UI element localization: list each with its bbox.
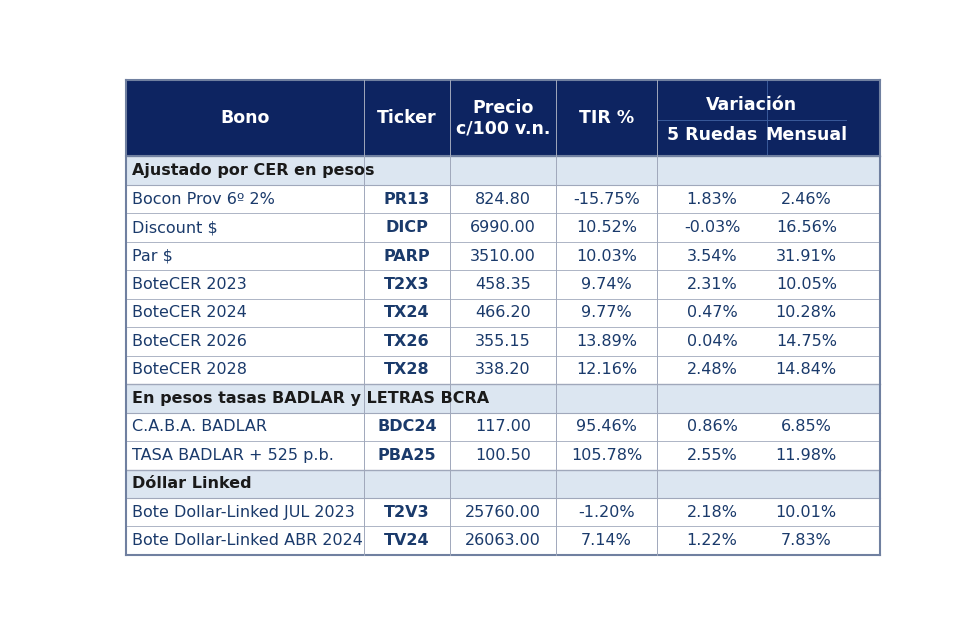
Text: TV24: TV24 (384, 533, 430, 548)
Text: 338.20: 338.20 (475, 362, 531, 377)
Text: 0.47%: 0.47% (687, 306, 738, 321)
Bar (126, 355, 880, 384)
Text: Bono: Bono (220, 109, 270, 127)
Text: 12.16%: 12.16% (576, 362, 637, 377)
Text: 466.20: 466.20 (475, 306, 531, 321)
Text: PBA25: PBA25 (377, 448, 436, 463)
Text: 10.52%: 10.52% (576, 220, 637, 235)
Bar (126, 270, 880, 299)
Text: 26063.00: 26063.00 (466, 533, 541, 548)
Text: 2.55%: 2.55% (687, 448, 738, 463)
Text: 0.04%: 0.04% (687, 334, 738, 349)
Text: 10.03%: 10.03% (576, 248, 637, 264)
Text: Mensual: Mensual (765, 126, 848, 144)
Text: BoteCER 2026: BoteCER 2026 (131, 334, 247, 349)
Text: 3510.00: 3510.00 (470, 248, 536, 264)
Text: TIR %: TIR % (579, 109, 634, 127)
Text: BoteCER 2023: BoteCER 2023 (131, 277, 246, 292)
Text: 6990.00: 6990.00 (470, 220, 536, 235)
Text: -15.75%: -15.75% (573, 192, 640, 206)
Text: 7.14%: 7.14% (581, 533, 632, 548)
Text: Dóllar Linked: Dóllar Linked (131, 476, 251, 491)
Text: TX28: TX28 (384, 362, 430, 377)
Text: 5 Ruedas: 5 Ruedas (667, 126, 758, 144)
Text: Ticker: Ticker (377, 109, 437, 127)
Text: Par $: Par $ (131, 248, 172, 264)
Text: 1.83%: 1.83% (687, 192, 738, 206)
Text: 355.15: 355.15 (475, 334, 531, 349)
Text: 824.80: 824.80 (475, 192, 531, 206)
Text: DICP: DICP (385, 220, 428, 235)
Text: 10.01%: 10.01% (776, 504, 837, 520)
Text: Precio
c/100 v.n.: Precio c/100 v.n. (456, 99, 550, 138)
Text: T2V3: T2V3 (384, 504, 430, 520)
Text: 7.83%: 7.83% (781, 533, 832, 548)
Text: Variación: Variación (706, 96, 797, 114)
Bar (126, 526, 880, 555)
Text: 13.89%: 13.89% (576, 334, 637, 349)
Text: 25760.00: 25760.00 (465, 504, 541, 520)
Text: TASA BADLAR + 525 p.b.: TASA BADLAR + 525 p.b. (131, 448, 333, 463)
Text: 117.00: 117.00 (475, 420, 531, 435)
Bar (126, 441, 880, 470)
Text: 100.50: 100.50 (475, 448, 531, 463)
Text: 105.78%: 105.78% (571, 448, 642, 463)
Text: 2.31%: 2.31% (687, 277, 738, 292)
Bar (126, 242, 880, 270)
Text: 6.85%: 6.85% (781, 420, 832, 435)
Text: 1.22%: 1.22% (687, 533, 738, 548)
Bar (126, 384, 880, 413)
Bar (126, 470, 880, 498)
Text: 2.48%: 2.48% (687, 362, 738, 377)
Text: Discount $: Discount $ (131, 220, 218, 235)
Text: BoteCER 2028: BoteCER 2028 (131, 362, 247, 377)
Text: Bote Dollar-Linked JUL 2023: Bote Dollar-Linked JUL 2023 (131, 504, 355, 520)
Text: 458.35: 458.35 (475, 277, 531, 292)
Text: 2.18%: 2.18% (687, 504, 738, 520)
Text: Bocon Prov 6º 2%: Bocon Prov 6º 2% (131, 192, 274, 206)
Text: 14.75%: 14.75% (776, 334, 837, 349)
Bar (126, 299, 880, 327)
Text: 95.46%: 95.46% (576, 420, 637, 435)
Text: 31.91%: 31.91% (776, 248, 837, 264)
Text: 0.86%: 0.86% (687, 420, 738, 435)
Text: C.A.B.A. BADLAR: C.A.B.A. BADLAR (131, 420, 267, 435)
Bar (126, 81, 880, 157)
Bar (126, 213, 880, 242)
Bar (126, 498, 880, 526)
Text: 16.56%: 16.56% (776, 220, 837, 235)
Text: T2X3: T2X3 (384, 277, 430, 292)
Bar (126, 413, 880, 441)
Text: PR13: PR13 (384, 192, 430, 206)
Text: 11.98%: 11.98% (775, 448, 837, 463)
Text: 9.74%: 9.74% (581, 277, 632, 292)
Text: BDC24: BDC24 (377, 420, 437, 435)
Text: 2.46%: 2.46% (781, 192, 832, 206)
Text: 10.05%: 10.05% (776, 277, 837, 292)
Text: BoteCER 2024: BoteCER 2024 (131, 306, 247, 321)
Text: -0.03%: -0.03% (684, 220, 740, 235)
Bar (126, 327, 880, 355)
Text: Ajustado por CER en pesos: Ajustado por CER en pesos (131, 163, 374, 178)
Bar (126, 157, 880, 185)
Text: PARP: PARP (383, 248, 430, 264)
Text: 10.28%: 10.28% (776, 306, 837, 321)
Text: 3.54%: 3.54% (687, 248, 737, 264)
Text: 14.84%: 14.84% (776, 362, 837, 377)
Text: -1.20%: -1.20% (578, 504, 635, 520)
Text: 9.77%: 9.77% (581, 306, 632, 321)
Text: TX24: TX24 (384, 306, 430, 321)
Bar (126, 185, 880, 213)
Text: TX26: TX26 (384, 334, 430, 349)
Text: Bote Dollar-Linked ABR 2024: Bote Dollar-Linked ABR 2024 (131, 533, 363, 548)
Text: En pesos tasas BADLAR y LETRAS BCRA: En pesos tasas BADLAR y LETRAS BCRA (131, 391, 489, 406)
